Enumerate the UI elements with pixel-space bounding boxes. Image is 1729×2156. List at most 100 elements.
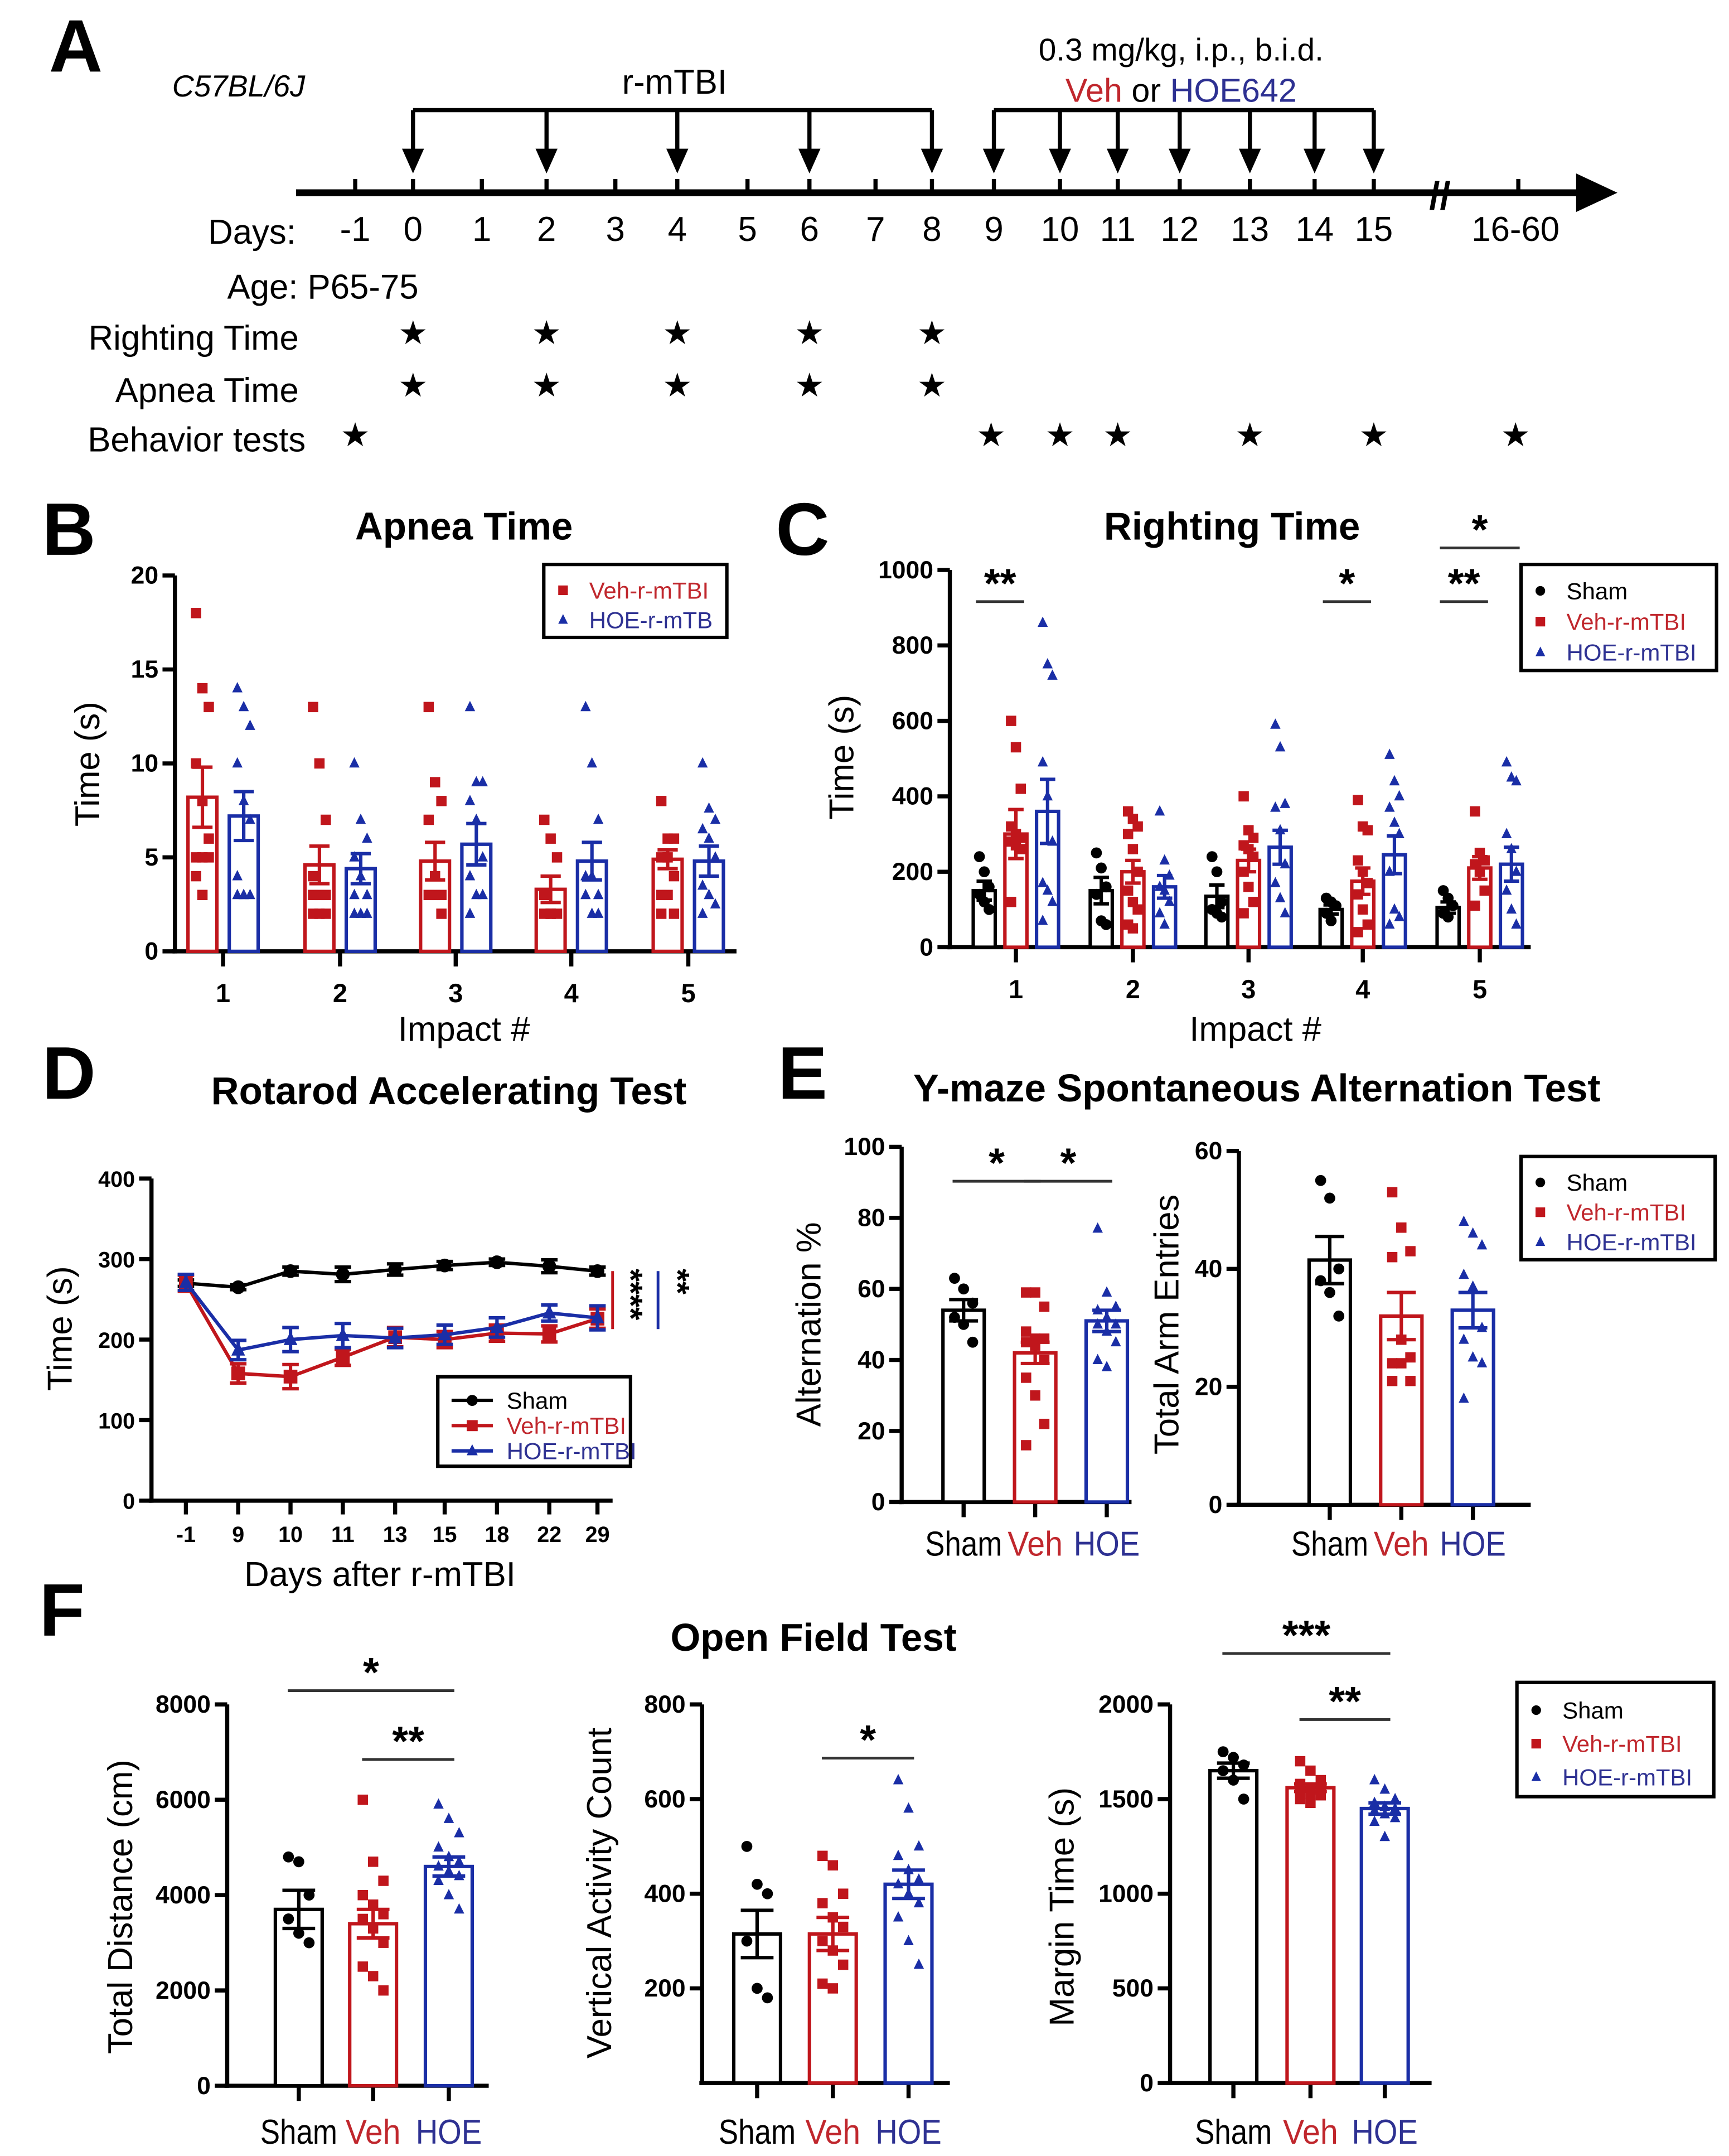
data-point [1459,1333,1469,1344]
x-tick-label: 18 [485,1522,509,1547]
data-point [362,832,372,843]
data-point [1280,797,1290,808]
legend-entry: HOE-r-mTBI [1567,640,1697,666]
data-point [1238,1794,1249,1805]
y-tick-label: 2000 [1098,1691,1154,1718]
star-icon: ★ [1045,416,1075,453]
x-tick-label: 3 [1241,975,1256,1004]
data-point [1164,896,1175,906]
data-point [590,1309,604,1323]
panel-letter-E: E [778,1032,827,1115]
y-axis-label: Vertical Activity Count [580,1728,619,2058]
data-point [817,1936,828,1946]
star-icon: ★ [1501,416,1531,453]
data-point [1021,1440,1031,1451]
data-point [669,871,680,882]
data-point [1369,1773,1380,1785]
data-point [1476,1357,1488,1367]
data-point [913,1840,924,1851]
legend-entry: Veh-r-mTBI [1562,1730,1682,1757]
y-tick-label: 400 [644,1881,685,1908]
bar-group-Veh-r-mTBI [1236,791,1262,949]
data-point [669,833,680,844]
data-point [817,1978,828,1989]
y-tick-label: 800 [892,632,933,659]
data-point [1248,833,1259,843]
arrow-down-icon [1169,148,1191,174]
data-point [308,890,318,901]
data-point [1039,1301,1050,1312]
bar-group-Veh-r-mTBI [534,814,567,953]
data-point [362,888,372,900]
data-point [1369,1815,1380,1826]
data-point [433,1860,444,1871]
significance-label: ** [659,1269,696,1294]
x-tick-label: Sham [719,2113,796,2152]
bar-group-HOE-r-mTBI [344,757,377,953]
bar-group-Sham [273,1851,324,2088]
data-point [1479,885,1490,896]
legend-marker [558,614,568,624]
y-tick-label: 400 [892,783,933,810]
data-point [1459,1215,1469,1226]
chart-F3: 0 500 1000 1500 2000 Margin Time (s) Sham Veh HO… [1043,1612,1716,2152]
day-label: 1 [472,210,491,249]
data-point [710,898,721,909]
significance-label: **** [612,1269,650,1320]
data-point [430,890,440,901]
chart-title: Y-maze Spontaneous Alternation Test [913,1066,1601,1110]
data-point [355,813,366,824]
data-point [1248,851,1259,862]
legend-marker [1531,1738,1541,1749]
data-point [1394,911,1404,921]
bar-group-Veh-r-mTBI [348,1794,399,2088]
y-tick-label: 0 [144,938,158,965]
x-axis-label: Impact # [1189,1010,1321,1048]
chart-title: Righting Time [1104,505,1360,548]
day-label: 11 [1100,210,1136,249]
data-point [197,890,208,901]
bar-group-Veh-r-mTBI [1379,1187,1424,1507]
data-point [656,908,667,919]
data-point [1159,854,1170,865]
bar [883,1882,934,2085]
bar-group-Veh-r-mTBI [1120,806,1146,949]
legend: Sham Veh-r-mTBI HOE-r-mTBI [1519,1154,1717,1261]
data-point [433,1798,444,1809]
data-point [1389,775,1400,786]
data-point [1092,1318,1103,1329]
significance-label: ** [1448,560,1480,606]
data-point [545,908,556,919]
data-point [357,1961,368,1972]
bar-group-HOE-r-mTBI [1450,1215,1495,1507]
x-axis-label: Days after r-mTBI [244,1555,516,1594]
star-icon: ★ [532,314,561,351]
y-tick-label: 300 [98,1248,135,1272]
data-point [1468,1351,1478,1362]
data-point [1111,1318,1121,1329]
bar-group-Veh-r-mTBI [1013,1287,1058,1504]
y-tick-label: 100 [844,1133,885,1161]
data-point [1042,658,1053,669]
data-point [949,1273,960,1284]
legend-entry: Sham [1567,578,1628,604]
arrow-down-icon [921,148,943,174]
y-tick-label: 200 [644,1975,685,2002]
data-point [1476,1239,1488,1250]
data-point [454,1903,464,1914]
data-point [1362,919,1373,930]
data-point [1132,821,1143,832]
data-point [1228,1752,1239,1763]
data-point [367,1857,379,1867]
data-point [984,881,995,893]
x-tick-label: Veh [805,2113,860,2152]
data-point [542,1327,556,1341]
data-point [1010,742,1021,753]
y-tick-label: 4000 [156,1882,211,1909]
legend: Veh-r-mTBI HOE-r-mTB [542,563,729,640]
data-point [542,1304,556,1319]
star-icon: ★ [341,416,370,453]
data-point [1021,1287,1031,1298]
bar-group-HOE-r-mTBI [423,1798,474,2088]
